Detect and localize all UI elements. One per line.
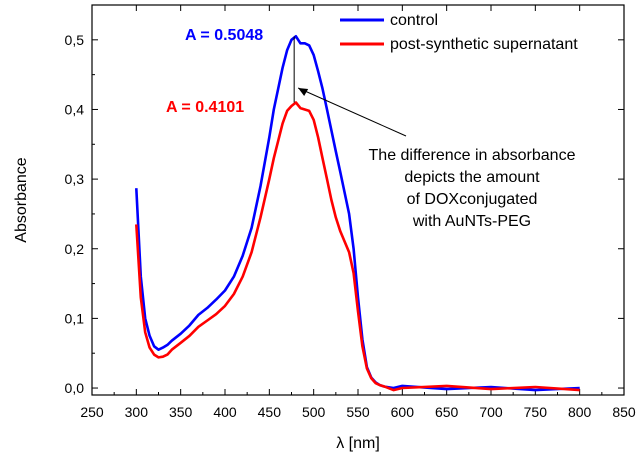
series-line-supernatant — [135, 101, 580, 392]
value-label-control: A = 0.5048 — [185, 27, 263, 44]
annotation-layer: A = 0.5048 A = 0.4101 The difference in ab… — [166, 27, 576, 230]
x-tick-label: 750 — [524, 404, 548, 420]
x-tick-label: 500 — [302, 404, 326, 420]
annotation-arrow-head — [298, 88, 309, 96]
y-tick-label: 0,0 — [65, 380, 85, 396]
legend-label-supernatant: post-synthetic supernatant — [390, 36, 578, 53]
x-tick-label: 450 — [258, 404, 282, 420]
x-tick-label: 350 — [169, 404, 193, 420]
x-tick-label: 650 — [435, 404, 459, 420]
x-tick-label: 550 — [346, 404, 370, 420]
series-layer — [135, 35, 580, 392]
y-axis-label: Absorbance — [13, 157, 30, 242]
x-tick-label: 250 — [80, 404, 104, 420]
y-tick-label: 0,1 — [65, 310, 85, 326]
annotation-arrow-line — [297, 87, 407, 137]
y-tick-label: 0,3 — [65, 171, 85, 187]
x-tick-label: 800 — [568, 404, 592, 420]
annotation-note-line: of DOXconjugated — [407, 191, 538, 208]
y-tick-label: 0,5 — [65, 32, 85, 48]
plot-frame — [91, 4, 625, 396]
x-tick-label: 700 — [479, 404, 503, 420]
value-label-supernatant: A = 0.4101 — [166, 99, 244, 116]
annotation-note-line: The difference in absorbance — [369, 147, 576, 164]
axis-ticks: 250 300 350 400 450 500 550 600 650 700 750 800 850 0… — [65, 4, 636, 420]
x-tick-label: 300 — [125, 404, 149, 420]
x-tick-label: 850 — [612, 404, 636, 420]
annotation-note-line: with AuNTs-PEG — [412, 213, 531, 230]
x-tick-label: 600 — [391, 404, 415, 420]
legend: control post-synthetic supernatant — [340, 12, 578, 53]
legend-label-control: control — [390, 12, 438, 29]
y-tick-label: 0,4 — [65, 101, 85, 117]
x-tick-label: 400 — [213, 404, 237, 420]
annotation-note-line: depicts the amount — [404, 169, 540, 186]
x-axis-label: λ [nm] — [336, 435, 380, 452]
y-tick-label: 0,2 — [65, 241, 85, 257]
